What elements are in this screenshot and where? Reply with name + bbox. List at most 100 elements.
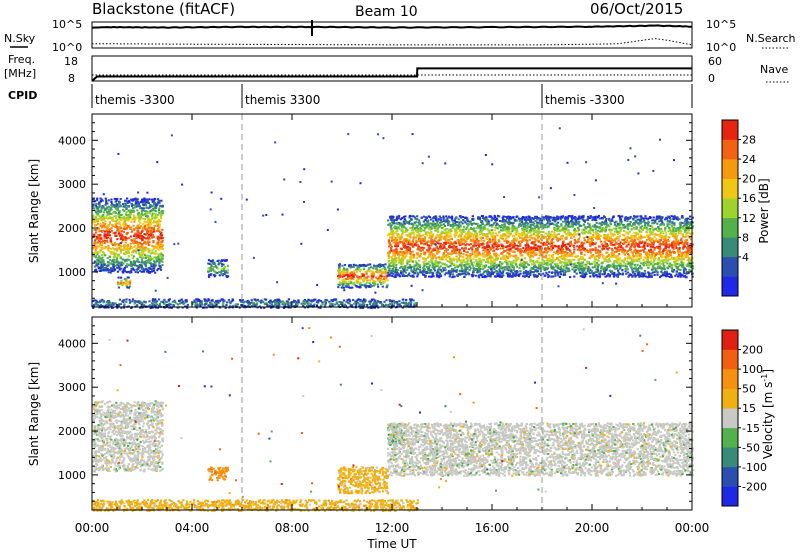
data-cell [466, 261, 469, 264]
data-cell [132, 238, 135, 241]
data-cell [149, 234, 153, 236]
data-cell [129, 235, 132, 238]
data-cell [645, 238, 649, 241]
data-cell [521, 254, 524, 257]
data-cell [349, 265, 352, 268]
data-cell [97, 266, 100, 269]
data-cell [114, 220, 118, 223]
data-cell [481, 223, 484, 226]
data-cell [379, 277, 382, 280]
data-cell [462, 253, 465, 255]
data-cell [152, 227, 155, 230]
data-cell [365, 264, 368, 267]
data-cell [121, 270, 124, 273]
data-cell [133, 214, 136, 217]
data-cell [148, 261, 151, 264]
data-cell [118, 211, 121, 214]
data-cell [99, 249, 102, 252]
data-cell [116, 207, 120, 210]
data-cell [498, 220, 502, 222]
data-cell [445, 263, 448, 266]
data-cell [151, 205, 154, 208]
data-cell [214, 265, 218, 268]
data-cell [374, 280, 377, 283]
data-cell [122, 249, 125, 251]
data-cell [656, 215, 659, 218]
data-cell [352, 281, 355, 284]
data-cell [358, 270, 361, 273]
data-cell [112, 268, 115, 271]
data-cell [680, 240, 684, 243]
data-cell [415, 236, 418, 239]
data-cell [621, 272, 624, 275]
data-cell [147, 250, 150, 253]
data-cell [349, 274, 352, 277]
data-cell [119, 256, 122, 258]
data-cell [92, 214, 95, 217]
data-cell [466, 258, 469, 261]
data-cell [107, 244, 110, 247]
data-cell [432, 256, 435, 259]
data-cell [660, 251, 663, 253]
data-cell [589, 248, 592, 251]
data-cell [159, 267, 162, 270]
data-cell [140, 237, 144, 240]
data-cell [442, 215, 445, 218]
data-cell [367, 263, 370, 266]
data-cell [440, 227, 443, 229]
data-cell [157, 239, 160, 242]
data-cell [642, 259, 645, 261]
data-cell [120, 214, 123, 216]
data-cell [410, 222, 413, 225]
data-cell [407, 243, 410, 245]
data-cell [433, 269, 437, 272]
data-cell [384, 268, 387, 270]
data-cell [94, 239, 97, 242]
data-cell [472, 234, 475, 237]
data-cell [539, 270, 542, 273]
data-cell [374, 270, 377, 273]
data-cell [97, 212, 100, 215]
data-cell [120, 238, 123, 240]
data-cell [110, 242, 113, 245]
data-cell [114, 211, 118, 214]
data-cell [118, 227, 121, 230]
data-cell [346, 275, 349, 278]
data-cell [147, 202, 150, 205]
data-cell [150, 258, 153, 261]
data-cell [114, 231, 117, 234]
data-cell [130, 198, 133, 201]
data-cell [104, 203, 107, 206]
data-cell [449, 258, 452, 261]
data-cell [94, 250, 97, 253]
data-cell [95, 260, 98, 263]
data-cell [592, 231, 595, 234]
data-cell [158, 253, 161, 255]
data-cell [154, 216, 157, 219]
data-cell [223, 267, 226, 270]
data-cell [148, 237, 151, 240]
data-cell [500, 276, 503, 278]
data-cell [136, 268, 139, 271]
freq-line [91, 67, 692, 82]
data-cell [609, 222, 612, 225]
nsearch-line [92, 38, 693, 46]
data-cell [599, 251, 602, 253]
data-cell [142, 201, 145, 204]
data-cell [156, 201, 159, 204]
data-cell [652, 228, 655, 231]
data-cell [140, 214, 143, 217]
data-cell [156, 230, 159, 232]
data-cell [516, 274, 519, 277]
data-cell [345, 278, 348, 280]
data-cell [496, 245, 499, 248]
data-cell [611, 253, 614, 255]
data-cell [157, 198, 160, 201]
data-cell [124, 248, 127, 251]
data-cell [385, 275, 388, 278]
data-cell [657, 253, 660, 255]
data-cell [640, 234, 643, 237]
data-cell [471, 222, 474, 225]
data-cell [125, 285, 128, 287]
data-cell [435, 225, 438, 228]
